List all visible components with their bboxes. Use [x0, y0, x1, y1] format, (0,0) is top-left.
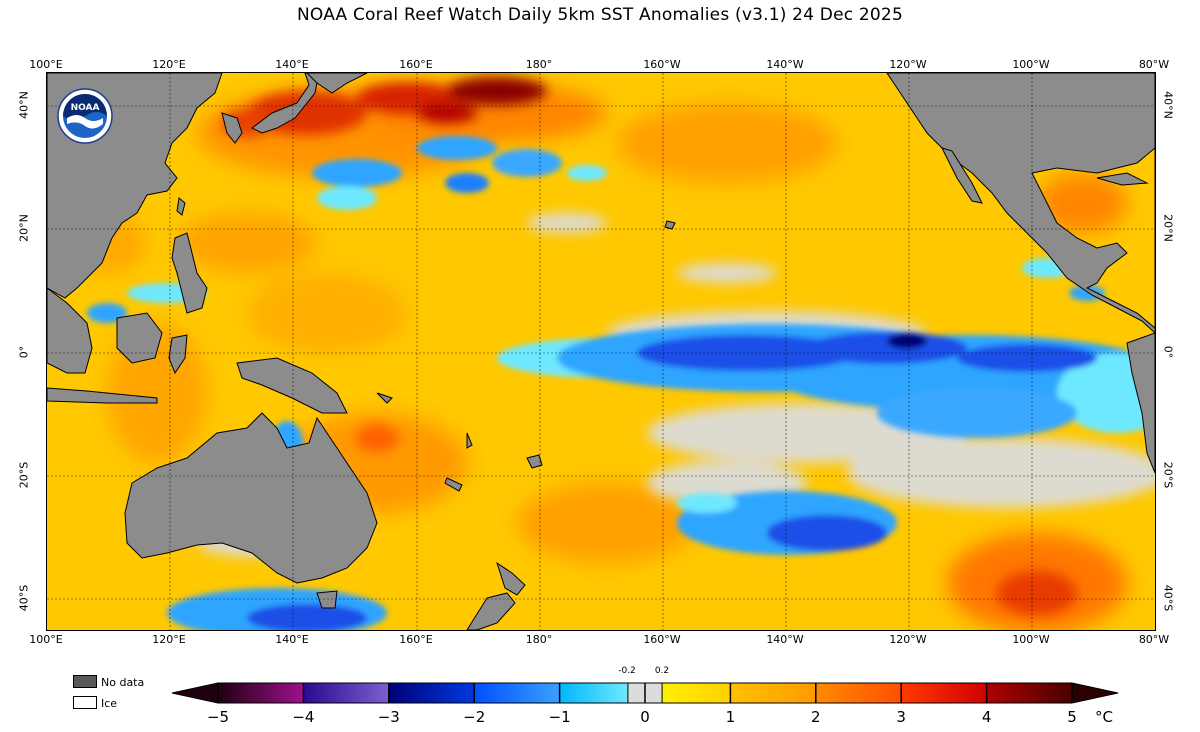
colorbar-tick-label: 4: [981, 708, 992, 726]
new-zealand-north-island: [496, 561, 526, 596]
lat-tick-label: 20°S: [1161, 461, 1175, 489]
north-america-landmass: [886, 73, 1155, 334]
new-guinea-island: [236, 357, 348, 414]
lon-tick-label: 100°W: [1012, 58, 1050, 71]
lat-tick-label: 0°: [1161, 345, 1175, 359]
colorbar-max-arrow: [1071, 682, 1119, 704]
noaa-logo-icon: NOAA: [57, 88, 113, 144]
lat-tick-label: 40°S: [17, 584, 31, 612]
hot-anomaly-regions: [222, 77, 1077, 615]
colorbar-segment: [730, 683, 816, 703]
baja-california: [941, 147, 983, 204]
colorbar-tick-label: 2: [811, 708, 821, 726]
japan-landmass: [251, 73, 320, 134]
lon-tick-label: 160°E: [399, 58, 433, 71]
colorbar-small-tick-neg: -0.2: [618, 666, 636, 676]
colorbar-unit: °C: [1095, 708, 1113, 726]
cuba-island: [1096, 172, 1149, 186]
lon-tick-label: 80°W: [1138, 633, 1170, 646]
lon-tick-label: 100°E: [29, 58, 63, 71]
equatorial-cold-tongue: [497, 324, 1155, 438]
borneo-island: [116, 312, 163, 364]
colorbar-tick-label: −4: [292, 708, 315, 726]
lon-tick-label: 160°W: [643, 58, 681, 71]
vanuatu-islands: [466, 432, 473, 449]
solomon-islands: [376, 392, 393, 404]
taiwan-island: [176, 197, 186, 216]
fiji-islands: [526, 454, 543, 469]
lon-tick-label: 80°W: [1138, 58, 1170, 71]
lat-tick-label: 40°N: [1161, 91, 1175, 119]
lat-tick-label: 20°N: [1161, 214, 1175, 242]
north-asia-landmass: [306, 73, 368, 94]
graticule: [47, 73, 1155, 630]
lat-tick-label: 0°: [17, 345, 31, 359]
indochina-landmass: [47, 287, 93, 374]
south-america-landmass: [1126, 332, 1155, 474]
sst-anomaly-map: [46, 72, 1156, 631]
lat-tick-label: 40°N: [17, 91, 31, 119]
colorbar-min-arrow: [171, 682, 219, 704]
map-title: NOAA Coral Reef Watch Daily 5km SST Anom…: [297, 5, 903, 25]
colorbar-segment: [662, 683, 731, 703]
new-caledonia-island: [444, 477, 463, 492]
colorbar-tick-label: 5: [1067, 708, 1077, 726]
sulawesi-island: [168, 334, 188, 375]
lon-tick-label: 120°W: [889, 633, 927, 646]
australia-landmass: [124, 412, 378, 584]
lon-tick-label: 180°: [525, 633, 553, 646]
ice-swatch: [73, 696, 97, 709]
colorbar-segment: [815, 683, 902, 703]
tasmania-island: [316, 590, 338, 609]
land-masses: [47, 73, 1155, 630]
colorbar-segment: [901, 683, 987, 703]
korea-landmass: [221, 112, 243, 144]
no-data-label: No data: [101, 676, 145, 689]
colorbar: [171, 682, 1119, 704]
lon-tick-label: 160°W: [643, 633, 681, 646]
colorbar-tick-label: −5: [206, 708, 230, 726]
lon-tick-label: 120°E: [152, 633, 186, 646]
lat-tick-label: 40°S: [1161, 584, 1175, 612]
lon-tick-label: 140°E: [275, 633, 309, 646]
colorbar-segment: [474, 683, 560, 703]
lat-tick-label: 20°N: [17, 214, 31, 242]
ice-label: Ice: [101, 697, 118, 710]
colorbar-tick-label: 3: [896, 708, 906, 726]
new-zealand-south-island: [466, 592, 516, 630]
noaa-logo-text: NOAA: [71, 103, 100, 113]
lon-tick-label: 180°: [525, 58, 553, 71]
java-island: [47, 387, 158, 404]
colorbar-tick-label: −2: [463, 708, 486, 726]
lon-tick-label: 100°E: [29, 633, 63, 646]
colorbar-tick-label: −1: [548, 708, 571, 726]
colorbar-segment: [218, 683, 304, 703]
lon-tick-label: 100°W: [1012, 633, 1050, 646]
colorbar-tick-label: −3: [377, 708, 400, 726]
lon-tick-label: 140°W: [766, 633, 804, 646]
lon-tick-label: 120°W: [889, 58, 927, 71]
lon-tick-label: 160°E: [399, 633, 433, 646]
lon-tick-label: 140°W: [766, 58, 804, 71]
lon-tick-label: 140°E: [275, 58, 309, 71]
colorbar-tick-label: 0: [640, 708, 650, 726]
colorbar-segment: [303, 683, 389, 703]
colorbar-segment: [986, 683, 1072, 703]
noaa-logo: NOAA: [57, 88, 113, 144]
colorbar-segment: [559, 683, 628, 703]
colorbar-tick-label: 1: [725, 708, 736, 726]
colorbar-small-tick-pos: 0.2: [654, 666, 670, 676]
no-data-swatch: [73, 675, 97, 688]
lon-tick-label: 120°E: [152, 58, 186, 71]
colorbar-segment: [388, 683, 475, 703]
lat-tick-label: 20°S: [17, 461, 31, 489]
philippines-islands: [171, 232, 208, 314]
